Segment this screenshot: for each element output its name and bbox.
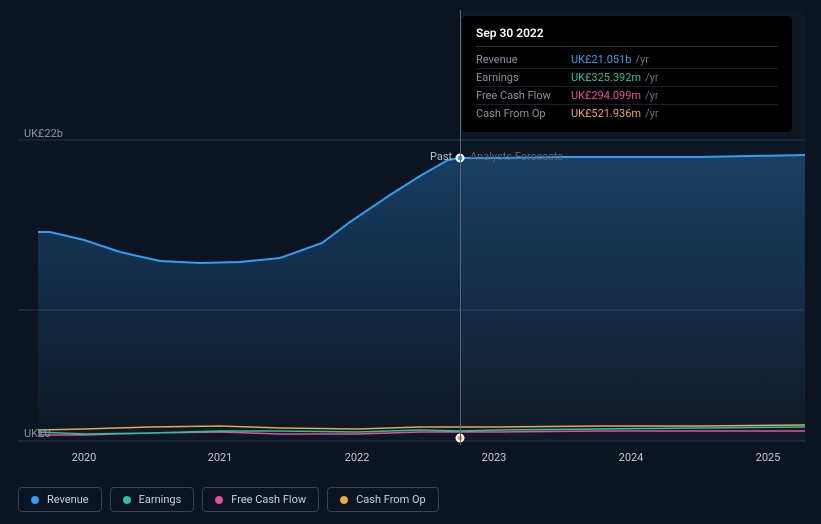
x-axis-label: 2024 — [619, 451, 644, 464]
tooltip-row: EarningsUK£325.392m/yr — [476, 69, 778, 87]
legend-label: Earnings — [139, 493, 182, 506]
legend-dot-icon — [215, 496, 223, 504]
tooltip-date: Sep 30 2022 — [476, 26, 778, 47]
tooltip-row-suffix: /yr — [645, 71, 658, 84]
tooltip-row-suffix: /yr — [645, 107, 658, 120]
tooltip-row-label: Revenue — [476, 53, 571, 66]
tooltip-row-label: Earnings — [476, 71, 571, 84]
legend-item-cash_from_op[interactable]: Cash From Op — [327, 487, 439, 512]
y-axis-label: UK£0 — [24, 427, 51, 440]
tooltip: Sep 30 2022 RevenueUK£21.051b/yrEarnings… — [462, 16, 792, 132]
legend-label: Cash From Op — [356, 493, 426, 506]
forecast-label: Analysts Forecasts — [470, 150, 563, 163]
x-axis-label: 2023 — [482, 451, 507, 464]
tooltip-row-value: UK£294.099m — [571, 89, 641, 102]
y-axis-label: UK£22b — [24, 127, 63, 140]
legend-item-revenue[interactable]: Revenue — [18, 487, 102, 512]
legend: Revenue Earnings Free Cash Flow Cash From O… — [18, 487, 439, 512]
tooltip-row-suffix: /yr — [635, 53, 648, 66]
tooltip-row-label: Free Cash Flow — [476, 89, 571, 102]
legend-item-free_cash_flow[interactable]: Free Cash Flow — [202, 487, 319, 512]
tooltip-row-value: UK£521.936m — [571, 107, 641, 120]
tooltip-row-label: Cash From Op — [476, 107, 571, 120]
legend-item-earnings[interactable]: Earnings — [110, 487, 195, 512]
x-axis-label: 2021 — [208, 451, 233, 464]
legend-label: Free Cash Flow — [231, 493, 306, 506]
past-label: Past — [430, 150, 452, 163]
tooltip-row-suffix: /yr — [645, 89, 658, 102]
tooltip-row: Free Cash FlowUK£294.099m/yr — [476, 87, 778, 105]
financial-chart: UK£22b UK£0 2020 2021 2022 2023 2024 2025 Past… — [0, 0, 821, 524]
past-forecast-divider — [460, 10, 461, 445]
tooltip-row: RevenueUK£21.051b/yr — [476, 51, 778, 69]
legend-label: Revenue — [47, 493, 89, 506]
legend-dot-icon — [340, 496, 348, 504]
x-axis-label: 2025 — [756, 451, 781, 464]
legend-dot-icon — [123, 496, 131, 504]
x-axis-label: 2020 — [72, 451, 97, 464]
legend-dot-icon — [31, 496, 39, 504]
x-axis-label: 2022 — [345, 451, 370, 464]
tooltip-row-value: UK£21.051b — [571, 53, 631, 66]
tooltip-row-value: UK£325.392m — [571, 71, 641, 84]
tooltip-row: Cash From OpUK£521.936m/yr — [476, 105, 778, 122]
